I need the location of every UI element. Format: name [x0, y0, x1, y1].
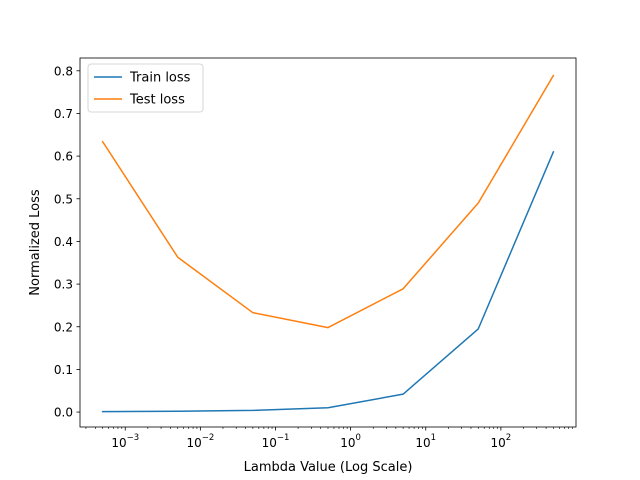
x-tick-label: 101: [415, 433, 436, 450]
x-axis-label: Lambda Value (Log Scale): [244, 460, 413, 475]
y-tick-label: 0.8: [54, 64, 73, 78]
x-tick-label: 10−1: [262, 433, 290, 450]
legend-box: [87, 63, 204, 113]
x-tick-label: 100: [340, 433, 361, 450]
legend-label: Test loss: [129, 93, 185, 108]
y-tick-label: 0.3: [54, 278, 73, 292]
x-tick-label: 102: [491, 433, 512, 450]
x-axis: 10−3 10−2 10−1 100 101 102: [85, 427, 573, 450]
y-tick-label: 0.5: [54, 192, 73, 206]
y-tick-label: 0.4: [54, 235, 73, 249]
y-axis: 0.0 0.1 0.2 0.3 0.4 0.5 0.6 0.7 0.8: [54, 64, 80, 420]
series-layer: [101, 74, 555, 413]
y-tick-label: 0.1: [54, 363, 73, 377]
x-tick-label: 10−3: [111, 433, 139, 450]
series-line-test-loss: [101, 74, 555, 329]
legend-label: Train loss: [129, 71, 191, 86]
legend: Train loss Test loss: [87, 63, 204, 113]
x-tick-label: 10−2: [186, 433, 214, 450]
y-tick-label: 0.7: [54, 107, 73, 121]
series-line-train-loss: [101, 150, 555, 413]
y-tick-label: 0.0: [54, 406, 73, 420]
y-tick-label: 0.2: [54, 320, 73, 334]
y-axis-label: Normalized Loss: [28, 189, 43, 296]
y-tick-label: 0.6: [54, 150, 73, 164]
